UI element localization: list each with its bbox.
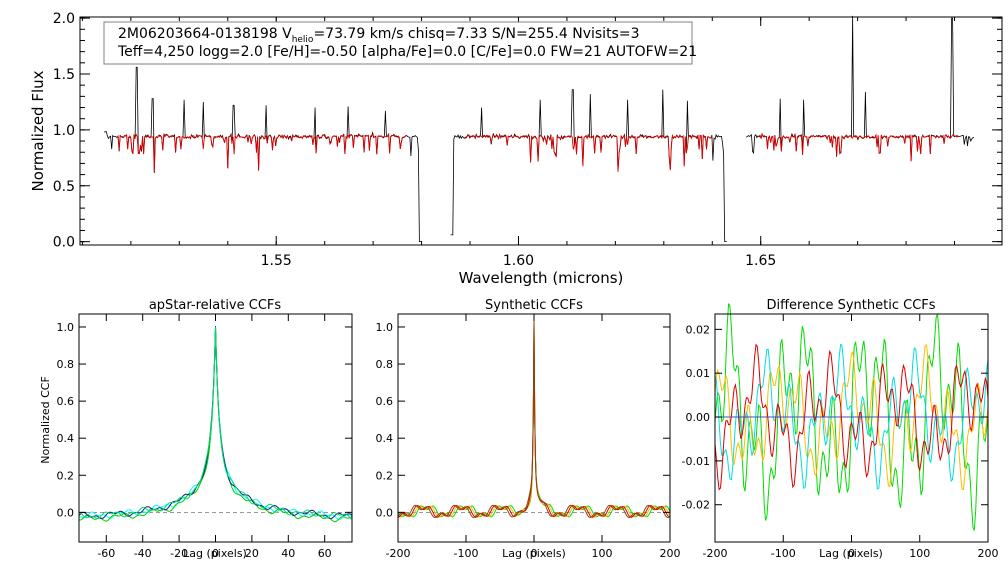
difference-ccf-panel: -200 -100 0 100 200 -0.02 -0.01 0.00 0.01 0.02 Di… [682, 298, 999, 560]
apstar-ccf-y-tick-label: 0.2 [57, 469, 75, 482]
difference-ccf-x-tick-label: -100 [771, 547, 796, 560]
difference-ccf-x-tick-label: 200 [978, 547, 999, 560]
difference-ccf-x-label: Lag (pixels) [819, 547, 883, 560]
apstar-ccf-x-tick-label: -20 [170, 547, 188, 560]
apstar-ccf-x-tick-label: -40 [134, 547, 152, 560]
apstar-ccf-title: apStar-relative CCFs [149, 298, 282, 313]
difference-ccf-x-tick-label: 100 [909, 547, 930, 560]
spectrum-x-tick-label: 1.60 [503, 253, 534, 269]
difference-ccf-ticks: -200 -100 0 100 200 -0.02 -0.01 0.00 0.01 0.02 [682, 314, 999, 560]
model-spectrum-line [463, 133, 713, 172]
difference-ccf-lines [714, 303, 989, 531]
spectrum-title-line1: 2M06203664-0138198 Vhelio=73.79 km/s chi… [118, 26, 639, 45]
synthetic-ccf-x-tick-label: 200 [660, 547, 681, 560]
difference-ccf-y-tick-label: 0.00 [686, 411, 711, 424]
synthetic-ccf-y-tick-label: 0.4 [376, 432, 394, 445]
synthetic-ccf-y-tick-label: 0.6 [376, 395, 394, 408]
difference-ccf-y-tick-label: 0.02 [686, 323, 711, 336]
apstar-ccf-x-tick-label: -60 [97, 547, 115, 560]
difference-ccf-y-tick-label: -0.02 [682, 499, 710, 512]
synthetic-ccf-x-tick-label: 0 [531, 547, 538, 560]
difference-ccf-title: Difference Synthetic CCFs [766, 298, 935, 313]
apstar-ccf-x-tick-label: 20 [245, 547, 259, 560]
model-spectrum-line [116, 132, 407, 172]
synthetic-ccf-y-tick-label: 0.2 [376, 469, 394, 482]
apstar-ccf-y-label: Normalized CCF [39, 376, 52, 464]
model-spectrum-line [758, 132, 960, 162]
spectrum-x-tick-label: 1.65 [745, 253, 776, 269]
apstar-ccf-lines [78, 326, 353, 523]
synthetic-ccf-y-tick-label: 1.0 [376, 321, 394, 334]
apstar-ccf-x-label: Lag (pixels) [183, 547, 247, 560]
synthetic-ccf-x-tick-label: 100 [592, 547, 613, 560]
synthetic-ccf-panel: -200 -100 0 100 200 0.0 0.2 0.4 0.6 0.8 1.0 Synthe… [376, 298, 681, 560]
spectrum-y-tick-label: 1.5 [53, 67, 75, 83]
apstar-ccf-x-tick-label: 0 [212, 547, 219, 560]
synthetic-ccf-line [397, 321, 671, 519]
apstar-ccf-panel: -60 -40 -20 0 20 40 60 0.0 0.2 0.4 0.6 0.8 1.0 apSta… [39, 298, 353, 560]
difference-ccf-line [714, 343, 989, 491]
apstar-ccf-x-tick-label: 60 [318, 547, 332, 560]
model-spectrum [116, 132, 960, 172]
spectrum-x-label: Wavelength (microns) [459, 269, 624, 287]
synthetic-ccf-x-tick-label: -200 [386, 547, 411, 560]
spectrum-frame [79, 16, 1003, 246]
spectrum-y-tick-label: 2.0 [53, 11, 75, 27]
synthetic-ccf-y-tick-label: 0.0 [376, 506, 394, 519]
apstar-ccf-y-tick-label: 0.8 [57, 358, 75, 371]
spectrum-x-tick-label: 1.55 [261, 253, 292, 269]
spectrum-y-tick-label: 1.0 [53, 123, 75, 139]
difference-ccf-y-tick-label: -0.01 [682, 455, 710, 468]
difference-ccf-x-tick-label: 0 [848, 547, 855, 560]
apstar-ccf-line [78, 327, 353, 520]
apstar-ccf-y-tick-label: 1.0 [57, 321, 75, 334]
spectrum-y-label: Normalized Flux [29, 70, 47, 191]
spectrum-panel: 1.55 1.60 1.65 0.0 0.5 1.0 1.5 2.0 2M06203664-0… [29, 11, 1003, 287]
spectrum-title-line2: Teff=4,250 logg=2.0 [Fe/H]=-0.50 [alpha/… [117, 44, 697, 60]
difference-ccf-y-tick-label: 0.01 [686, 367, 711, 380]
apstar-ccf-y-tick-label: 0.6 [57, 395, 75, 408]
apstar-ccf-ticks: -60 -40 -20 0 20 40 60 0.0 0.2 0.4 0.6 0.8 1.0 [57, 314, 352, 560]
spectrum-y-tick-label: 0.5 [53, 179, 75, 195]
apstar-ccf-y-tick-label: 0.4 [57, 432, 75, 445]
difference-ccf-x-tick-label: -200 [703, 547, 728, 560]
apstar-ccf-line [78, 326, 353, 520]
spectrum-y-tick-label: 0.0 [53, 235, 75, 251]
synthetic-ccf-ticks: -200 -100 0 100 200 0.0 0.2 0.4 0.6 0.8 1.0 [376, 314, 681, 560]
difference-ccf-line [714, 344, 989, 491]
apstar-ccf-y-tick-label: 0.0 [57, 506, 75, 519]
synthetic-ccf-title: Synthetic CCFs [485, 298, 583, 313]
synthetic-ccf-y-tick-label: 0.8 [376, 358, 394, 371]
synthetic-ccf-x-tick-label: -100 [454, 547, 479, 560]
spectrum-info-box [103, 21, 693, 65]
synthetic-ccf-x-label: Lag (pixels) [502, 547, 566, 560]
apstar-ccf-x-tick-label: 40 [281, 547, 295, 560]
